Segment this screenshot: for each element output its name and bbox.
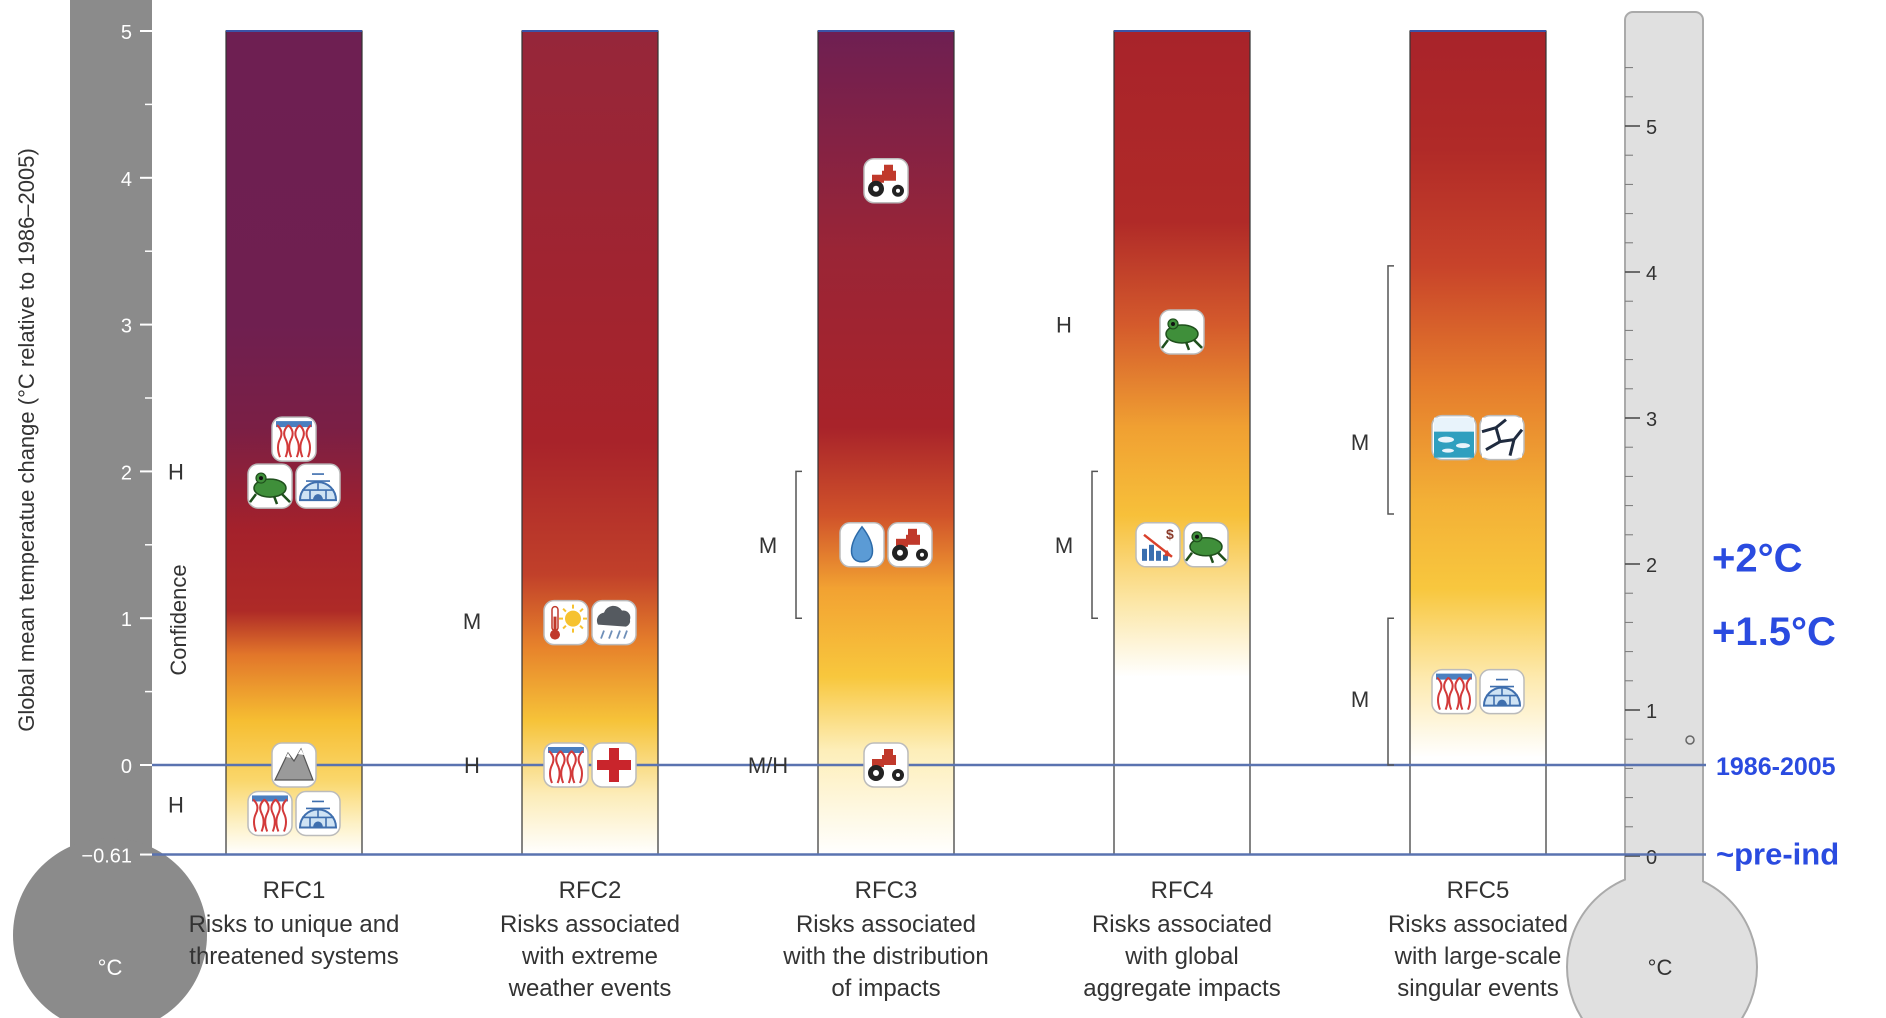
confidence-level: H — [1056, 313, 1072, 338]
rfc-label: RFC5 — [1447, 877, 1510, 904]
frog-icon — [247, 463, 293, 509]
rfc-category-labels: RFC1 Risks to unique and threatened system… — [189, 877, 1568, 1002]
coral-icon — [247, 790, 293, 837]
igloo-icon — [295, 790, 341, 837]
reference-line-label: ~pre-ind — [1716, 837, 1839, 872]
rfc-description-line: singular events — [1397, 975, 1558, 1002]
rfc-bar-5 — [1409, 30, 1547, 856]
igloo-icon — [295, 463, 341, 509]
confidence-level: M — [463, 609, 481, 634]
rfc-annotations: H H M H M M/H $ H M M M — [168, 157, 1525, 837]
rfc-label: RFC1 — [263, 877, 326, 904]
rfc-description-line: aggregate impacts — [1083, 975, 1280, 1002]
highlight-label: +1.5°C — [1712, 610, 1836, 654]
rfc-description-line: with large-scale — [1394, 943, 1562, 970]
left-tick-label: 2 — [121, 462, 132, 484]
left-tick-label: 5 — [121, 22, 132, 44]
frog-icon — [1183, 522, 1229, 568]
tractor-icon — [863, 742, 909, 788]
tractor-icon — [887, 522, 933, 568]
rfc-description-line: threatened systems — [189, 943, 398, 970]
rfc-description-line: Risks to unique and — [189, 911, 400, 938]
confidence-level: M — [759, 533, 777, 558]
tractor-icon — [863, 157, 909, 204]
highlight-label: +2°C — [1712, 536, 1803, 580]
rfc-label: RFC2 — [559, 877, 622, 904]
sea-ice-icon — [1431, 414, 1477, 461]
highlight-labels: +2°C +1.5°C — [1712, 536, 1836, 653]
water-drop-icon — [839, 522, 885, 568]
rfc-description-line: of impacts — [831, 975, 940, 1002]
rfc-description-line: weather events — [508, 975, 672, 1002]
right-tick-label: 1 — [1646, 701, 1657, 723]
confidence-level: H — [464, 753, 480, 778]
confidence-label: Confidence — [166, 564, 191, 675]
rfc-description-line: Risks associated — [1388, 911, 1568, 938]
rfc-bar-3 — [817, 30, 955, 856]
rfc-bar-2 — [521, 30, 659, 856]
right-tick-label: 4 — [1646, 263, 1657, 285]
frog-icon — [1159, 309, 1205, 355]
confidence-level: H — [168, 793, 184, 818]
left-tick-label: 0 — [121, 756, 132, 778]
confidence-bracket — [1091, 470, 1098, 619]
rfc-description-line: with extreme — [521, 943, 658, 970]
coral-icon — [1431, 668, 1477, 715]
left-tick-label: 3 — [121, 316, 132, 338]
coral-icon — [543, 742, 589, 788]
igloo-icon — [1479, 668, 1525, 715]
rfc-label: RFC4 — [1151, 877, 1214, 904]
right-tick-label: 3 — [1646, 409, 1657, 431]
storm-cloud-icon — [591, 599, 637, 646]
confidence-bracket — [1387, 617, 1394, 766]
confidence-level: M — [1055, 533, 1073, 558]
svg-text:$: $ — [1166, 526, 1174, 542]
mountain-glacier-icon — [271, 742, 317, 788]
confidence-bracket — [1387, 265, 1394, 515]
reference-lines: 1986-2005 ~pre-ind — [152, 735, 1839, 872]
left-thermometer: °C — [13, 0, 207, 1018]
right-tick-label: 2 — [1646, 555, 1657, 577]
rfc-bar-4 — [1113, 30, 1251, 856]
confidence-level: H — [168, 459, 184, 484]
confidence-level: M — [1351, 430, 1369, 455]
confidence-level: M — [1351, 687, 1369, 712]
left-unit-label: °C — [98, 955, 123, 980]
left-tick-label: 4 — [121, 169, 132, 191]
right-thermometer: °C — [1566, 11, 1758, 1018]
left-tick-label: −0.61 — [81, 846, 132, 868]
rfc-description-line: Risks associated — [500, 911, 680, 938]
left-tick-label: 1 — [121, 609, 132, 631]
ice-sheet-icon — [1479, 414, 1525, 461]
right-marker — [1685, 735, 1695, 745]
economic-decline-icon: $ — [1135, 522, 1181, 568]
rfc-label: RFC3 — [855, 877, 918, 904]
rfc-description-line: Risks associated — [796, 911, 976, 938]
rfc-description-line: with global — [1124, 943, 1238, 970]
left-axis-ticks: 5 4 3 2 1 0 −0.61 — [81, 22, 152, 868]
confidence-bracket — [795, 470, 802, 619]
right-unit-label: °C — [1648, 955, 1673, 980]
rfc-description-line: Risks associated — [1092, 911, 1272, 938]
right-axis-ticks: 0 1 2 3 4 5 — [1625, 67, 1657, 869]
y-axis-label: Global mean temperatue change (°C relati… — [14, 148, 39, 732]
reference-line-label: 1986-2005 — [1716, 753, 1836, 781]
rfc-description-line: with the distribution — [782, 943, 988, 970]
heat-thermometer-sun-icon — [543, 599, 589, 646]
right-tick-label: 0 — [1646, 847, 1657, 869]
health-cross-icon — [591, 742, 637, 788]
coral-icon — [271, 416, 317, 462]
right-tick-label: 5 — [1646, 117, 1657, 139]
rfc-bars — [225, 30, 1547, 856]
confidence-level: M/H — [748, 753, 788, 778]
